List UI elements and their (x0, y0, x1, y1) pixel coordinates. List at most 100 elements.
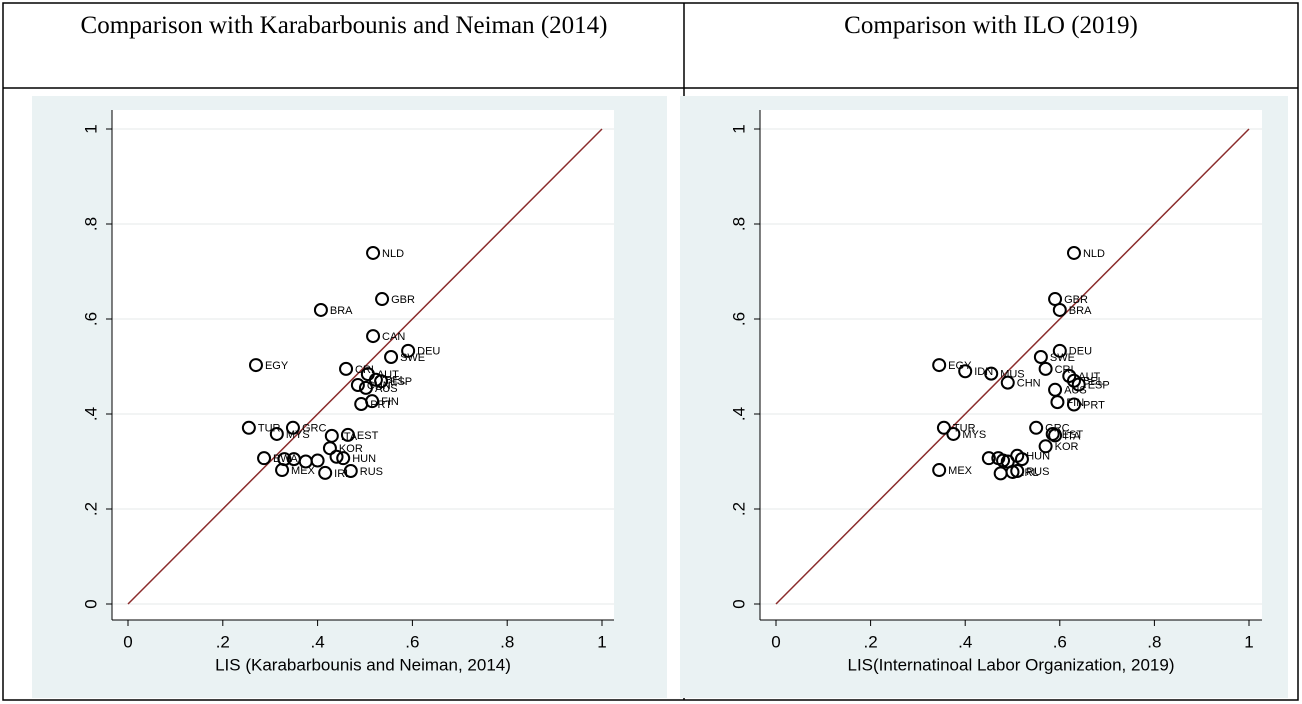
point (1071, 377, 1086, 392)
point-label: ESP (390, 376, 412, 388)
point-label: EGY (265, 360, 289, 372)
point-label: HUN (1026, 451, 1050, 463)
point (984, 366, 999, 381)
point (1029, 420, 1044, 435)
point (277, 452, 292, 467)
point-label: ESP (1088, 379, 1110, 391)
point-label: RUS (360, 466, 383, 478)
point-label: BWA (273, 453, 298, 465)
point (1000, 375, 1015, 390)
point (269, 426, 284, 441)
point (1014, 452, 1029, 467)
point (1000, 454, 1015, 469)
point (1048, 428, 1063, 443)
point (329, 449, 344, 464)
reference-line (127, 128, 603, 605)
point (248, 358, 263, 373)
point (375, 292, 390, 307)
x-tick-label: .6 (405, 632, 419, 651)
x-tick-label: 0 (771, 632, 780, 651)
point-label: MEX (948, 465, 973, 477)
point (366, 329, 381, 344)
x-tick-label: .8 (500, 632, 514, 651)
point-label: BEL (385, 375, 406, 387)
point-label: NLD (1083, 248, 1105, 260)
point-label: BRA (330, 305, 353, 317)
point (350, 378, 365, 393)
x-tick-label: .6 (1053, 632, 1067, 651)
point-label: GBR (391, 294, 415, 306)
point (1066, 245, 1081, 260)
y-tick-label: .4 (729, 407, 748, 421)
point-label: ITA (1064, 430, 1081, 442)
point-label: MEX (291, 465, 316, 477)
point (932, 463, 947, 478)
y-tick-label: 0 (729, 599, 748, 608)
point (384, 350, 399, 364)
point-label: EST (1062, 429, 1084, 441)
reference-line (775, 128, 1250, 605)
point-label: KOR (1055, 441, 1079, 453)
point (339, 361, 354, 376)
y-tick-label: 0 (81, 599, 100, 608)
point-label: RUS (1026, 466, 1049, 478)
point-label: DEU (1069, 346, 1092, 358)
point (313, 302, 328, 317)
x-tick-label: 1 (597, 632, 606, 651)
point-label: AUS (1064, 385, 1087, 397)
point-label: CAN (382, 331, 405, 343)
point-label: CHN (1017, 378, 1041, 390)
chart-title: Comparison with Karabarbounis and Neiman… (80, 12, 608, 39)
point (322, 441, 337, 456)
y-tick-label: .8 (81, 217, 100, 231)
x-tick-label: .2 (216, 632, 230, 651)
point-label: GBR (1064, 294, 1088, 306)
point (1052, 302, 1067, 317)
point (936, 420, 951, 435)
point (1038, 439, 1053, 454)
point-label: MYS (962, 429, 986, 441)
point-label: DEU (417, 346, 440, 358)
point-label: BEL (1083, 376, 1104, 388)
point-label: HUN (352, 453, 376, 465)
point-label: BRA (1069, 305, 1092, 317)
point-label: PRT (370, 399, 392, 411)
point-label: SWE (1050, 352, 1075, 364)
x-axis-label: LIS (Karabarbounis and Neiman, 2014) (215, 655, 511, 674)
point (1010, 464, 1025, 478)
point (336, 451, 351, 466)
point-label: FIN (381, 396, 399, 408)
x-axis-label: LIS(Internatinoal Labor Organization, 20… (848, 655, 1175, 674)
point (366, 245, 381, 260)
x-tick-label: .2 (864, 632, 878, 651)
x-tick-label: 1 (1244, 632, 1253, 651)
point-label: CRI (1055, 364, 1074, 376)
point (1038, 361, 1053, 376)
y-tick-label: .8 (729, 217, 748, 231)
plot-area (112, 110, 614, 620)
point (993, 466, 1008, 481)
point (358, 380, 373, 395)
point (1033, 350, 1048, 364)
point-label: NLD (382, 248, 404, 260)
header-cell: Comparison with Karabarbounis and Neiman… (4, 4, 684, 88)
point (1062, 369, 1077, 383)
point (981, 451, 996, 466)
y-tick-label: .6 (81, 312, 100, 326)
point (946, 426, 961, 441)
point (958, 364, 973, 379)
point (1066, 397, 1081, 412)
point-label: MYS (286, 429, 310, 441)
point (1052, 343, 1067, 358)
point-label: IRL (1022, 467, 1039, 479)
point-label: AUS (375, 383, 398, 395)
x-tick-label: 0 (123, 632, 132, 651)
x-tick-label: .4 (311, 632, 325, 651)
point (932, 358, 947, 373)
point-label: EGY (948, 360, 972, 372)
y-tick-label: .6 (729, 312, 748, 326)
point (318, 465, 333, 480)
